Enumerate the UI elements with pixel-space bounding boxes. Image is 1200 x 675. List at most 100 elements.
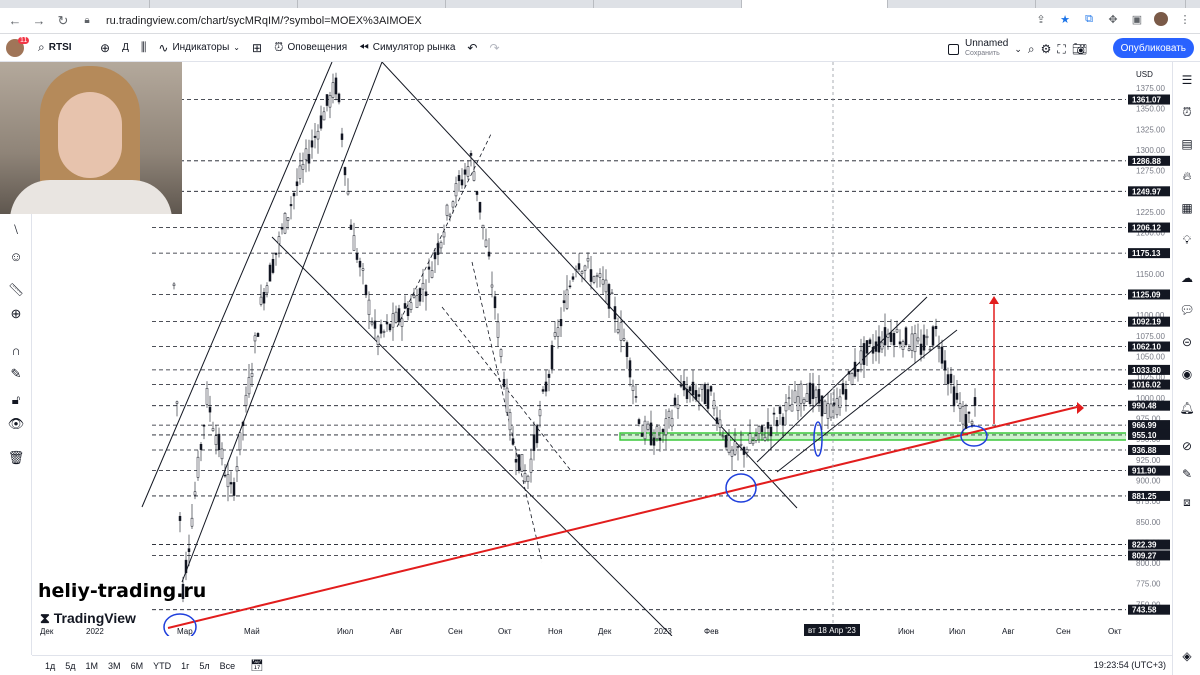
price-chart[interactable]: USD1375.001350.001325.001300.001275.0012… [32,62,1172,636]
goto-date-icon[interactable]: 📅︎ [250,660,265,672]
url-field[interactable]: ru.tradingview.com/chart/sycMRqIM/?symbo… [106,14,422,27]
checkbox-icon[interactable] [948,43,959,55]
browser-tab[interactable] [446,0,594,8]
range-button[interactable]: 6М [130,660,144,671]
redo-button[interactable]: ↷ [483,34,505,62]
layout-name[interactable]: Unnamed Сохранить [965,39,1008,59]
replay-button[interactable]: ⏪︎ Симулятор рынка [353,34,461,62]
candle-body [283,212,287,234]
compare-button[interactable]: ⊕ [94,34,116,62]
site-watermark: heliy-trading.ru [38,580,207,602]
range-button[interactable]: YTD [153,660,172,671]
browser-tab[interactable] [150,0,298,8]
symbol-search[interactable]: ⌕ RTSI [32,34,94,62]
pine-editor-icon[interactable]: ⊝ [1181,335,1193,349]
alerts-icon[interactable]: ⏰︎ [1182,104,1192,119]
candle-body [433,252,437,260]
chart-type-button[interactable]: ⫼ [135,34,153,62]
candle-body [631,385,635,391]
support-zone-fill [620,433,1145,440]
browser-tab[interactable] [888,0,1036,8]
candle-body [274,252,278,255]
help-icon[interactable]: ⊘ [1181,439,1193,453]
trash-icon[interactable]: 🗑︎ [7,450,25,465]
zoom-in-icon[interactable]: ⊕ [10,306,22,321]
candle-body [445,204,449,216]
hotlists-icon[interactable]: 🔥︎ [1182,168,1192,183]
clock[interactable]: 19:23:54 (UTC+3) [1093,660,1166,670]
calendar-icon[interactable]: ▦ [1181,201,1193,215]
sidepanel-icon[interactable]: ▣ [1131,13,1143,26]
reload-icon[interactable]: ↻ [57,12,69,28]
candle-body [766,422,770,429]
menu-icon[interactable]: ⋮ [1179,13,1191,26]
magnet-icon[interactable]: ∩ [11,342,21,358]
layers-icon[interactable]: ◈ [1182,649,1192,663]
lock-icon[interactable]: 🔓︎ [11,392,21,407]
candle-body [541,389,545,392]
data-window-icon[interactable]: ▤ [1181,137,1193,151]
range-button[interactable]: 1г [181,660,190,671]
range-button[interactable]: Все [219,660,236,671]
browser-tab[interactable] [0,0,150,8]
candle-body [538,409,542,417]
gear-icon[interactable]: ⚙ [1040,42,1052,56]
bookmark-star-icon[interactable]: ★ [1060,13,1070,26]
drawing-icon[interactable]: ✎ [1181,467,1193,481]
undo-button[interactable]: ↶ [461,34,483,62]
browser-tab[interactable] [298,0,446,8]
candle-body [613,306,617,320]
candle-body [565,289,569,309]
browser-tab[interactable] [594,0,742,8]
eye-icon[interactable]: 👁︎ [7,416,25,431]
range-button[interactable]: 5д [65,660,76,671]
candle-body [634,396,638,398]
browser-tab-active[interactable] [742,0,888,8]
extensions-icon[interactable]: ✥ [1108,13,1118,26]
streams-icon[interactable]: ☁ [1181,271,1193,285]
ruler-icon[interactable]: 📏︎ [7,282,25,297]
back-icon[interactable]: ← [8,13,22,28]
ideas-icon[interactable]: 💡︎ [1182,232,1192,247]
indicators-button[interactable]: ∿ Индикаторы ⌄ [152,34,246,62]
templates-button[interactable]: ⊞ [246,34,268,62]
target-arrow-head [989,296,999,304]
candle-body [220,448,224,460]
candle-body [940,346,944,364]
alerts-button[interactable]: ⏰︎ Оповещения [268,34,353,62]
pencil-lock-icon[interactable]: ✎ [10,366,22,381]
range-button[interactable]: 3М [108,660,121,671]
notifications-icon[interactable]: 🔔︎ [1179,401,1195,415]
profile-avatar[interactable] [1154,12,1168,26]
trendline-tool-icon[interactable]: ⧵ [13,222,19,237]
candle-body [490,284,494,288]
browser-tab[interactable] [1036,0,1186,8]
candle-body [322,111,326,121]
crop-icon[interactable]: ⧈ [1183,494,1191,509]
lock-icon[interactable]: 🔒︎ [84,15,90,26]
camera-icon[interactable]: 📷︎ [1071,42,1088,56]
range-button[interactable]: 5л [199,660,210,671]
chevron-down-icon[interactable]: ⌄ [1014,43,1022,54]
candle-body [241,421,245,426]
fullscreen-icon[interactable]: ⛶ [1057,41,1066,56]
translate-icon[interactable]: ⧉ [1085,12,1093,25]
share-icon[interactable]: ⇪ [1036,13,1046,26]
interval-button[interactable]: Д [122,42,129,53]
candle-body [784,402,788,412]
candle-body [937,347,941,349]
publish-button[interactable]: Опубликовать [1112,38,1194,58]
candle-body [847,371,851,375]
quick-search-icon[interactable]: ⌕ [1027,41,1035,56]
price-tick-label: 1300.00 [1136,146,1165,155]
watchlist-icon[interactable]: ☰ [1181,73,1193,87]
range-button[interactable]: 1д [45,660,56,671]
level-label: 1249.97 [1132,187,1161,196]
user-avatar[interactable]: 11 [0,34,32,62]
range-button[interactable]: 1М [85,660,99,671]
emoji-tool-icon[interactable]: ☺ [9,248,23,264]
forward-icon[interactable]: → [32,13,46,28]
chats-icon[interactable]: 💬︎ [1179,303,1195,317]
broadcast-icon[interactable]: ◉ [1181,367,1193,381]
candlesticks [172,72,977,603]
